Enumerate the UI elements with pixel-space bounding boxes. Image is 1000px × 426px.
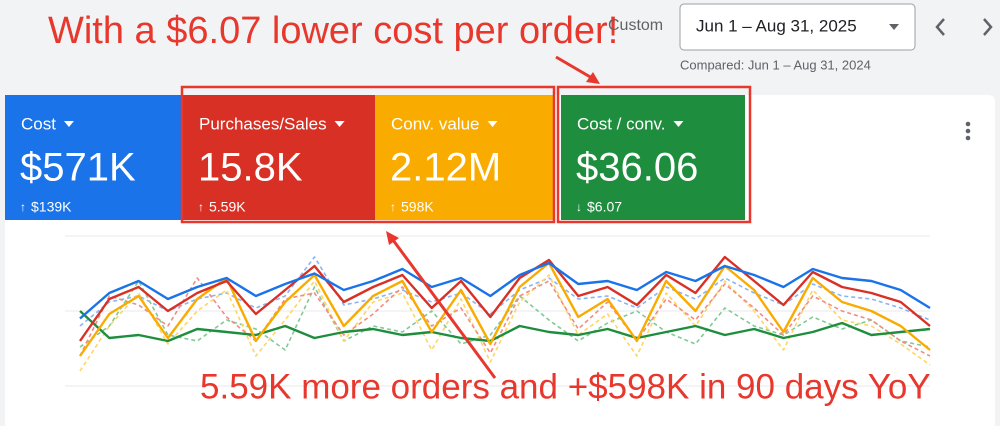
metric-change: 598K bbox=[401, 199, 434, 215]
series-line bbox=[79, 310, 931, 343]
metric-value: $36.06 bbox=[576, 146, 698, 190]
metric-value: $571K bbox=[20, 146, 136, 190]
prev-button[interactable] bbox=[935, 18, 945, 36]
dropdown-icon bbox=[487, 121, 498, 127]
annotation: 5.59K more orders and +$598K in 90 days … bbox=[200, 367, 931, 406]
series-line bbox=[79, 261, 931, 357]
chart bbox=[65, 235, 931, 387]
metric-change: 5.59K bbox=[209, 199, 246, 215]
metric-change: $6.07 bbox=[587, 199, 622, 215]
series-line bbox=[79, 255, 931, 342]
change-arrow: ↓ bbox=[576, 200, 582, 214]
date-range: Jun 1 – Aug 31, 2025 bbox=[696, 16, 857, 35]
highlight-box bbox=[180, 85, 556, 224]
arrow bbox=[386, 55, 600, 379]
dropdown-icon bbox=[673, 121, 684, 127]
metric-card[interactable] bbox=[183, 95, 375, 220]
more-menu[interactable] bbox=[965, 121, 971, 141]
metric-value: 2.12M bbox=[390, 146, 501, 190]
change-arrow: ↑ bbox=[390, 200, 396, 214]
compared-range: Compared: Jun 1 – Aug 31, 2024 bbox=[680, 57, 871, 72]
dropdown-icon bbox=[63, 121, 74, 127]
metric-name: Cost / conv. bbox=[577, 114, 666, 133]
highlight-box bbox=[556, 85, 752, 224]
metric-cards: Cost $571K ↑ $139K Purchases/Sales 15.8K ↑ 5.59… bbox=[5, 95, 745, 220]
metric-card[interactable] bbox=[561, 95, 745, 220]
dropdown-icon bbox=[334, 121, 345, 127]
series-line bbox=[79, 261, 931, 320]
metric-name: Purchases/Sales bbox=[199, 114, 327, 133]
range-label: Custom bbox=[608, 17, 663, 34]
metric-card[interactable] bbox=[375, 95, 553, 220]
next-button[interactable] bbox=[983, 18, 993, 36]
metric-card[interactable] bbox=[5, 95, 183, 220]
annotation: With a $6.07 lower cost per order! bbox=[48, 10, 618, 52]
change-arrow: ↑ bbox=[20, 200, 26, 214]
date-picker[interactable] bbox=[679, 3, 916, 51]
change-arrow: ↑ bbox=[198, 200, 204, 214]
series-line bbox=[79, 277, 931, 357]
series-line bbox=[79, 256, 931, 327]
metric-value: 15.8K bbox=[198, 146, 303, 190]
metric-name: Cost bbox=[21, 114, 56, 133]
dropdown-icon bbox=[889, 24, 899, 30]
metric-name: Conv. value bbox=[391, 114, 480, 133]
metric-change: $139K bbox=[31, 199, 72, 215]
